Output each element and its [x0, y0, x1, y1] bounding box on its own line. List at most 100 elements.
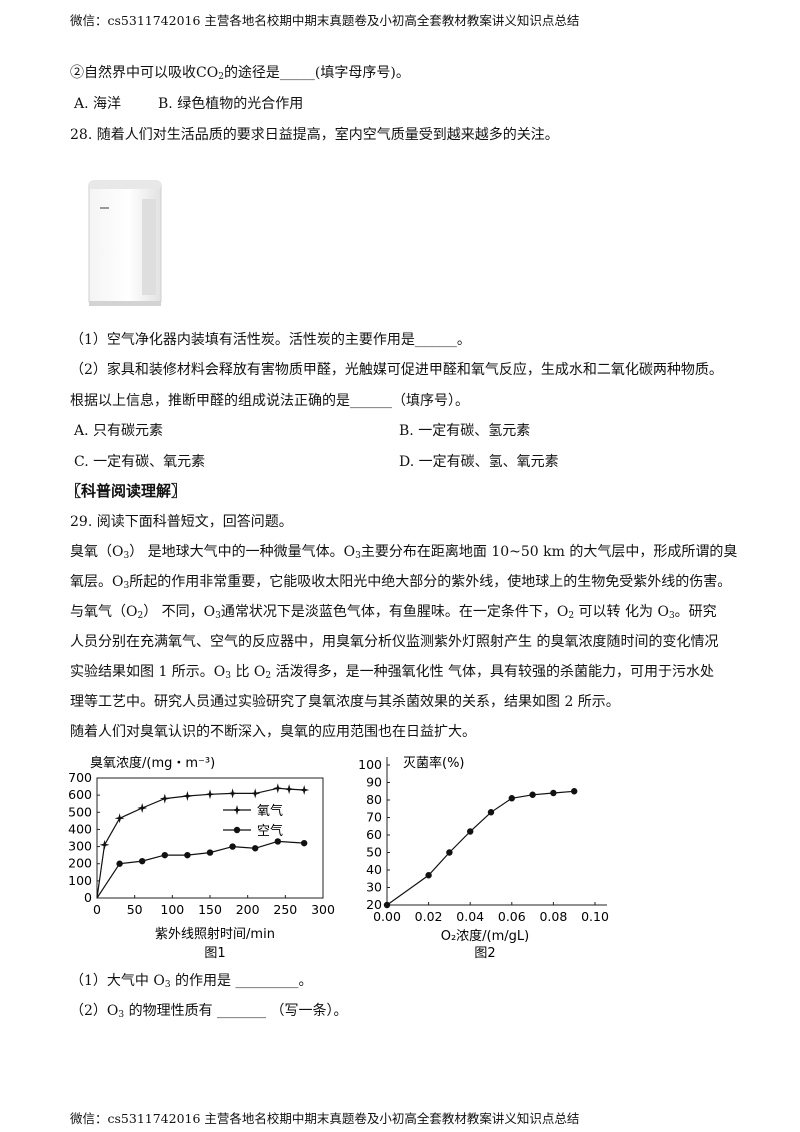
- y-tick-label: 600: [68, 787, 92, 802]
- y-tick-label: 70: [366, 810, 382, 825]
- x-tick-label: 150: [198, 902, 222, 917]
- page-header: 微信：cs5311742016 主营各地名校期中期末真题卷及小初高全套教材教案讲…: [70, 13, 580, 28]
- data-point: [550, 789, 557, 797]
- data-point: [529, 791, 536, 798]
- y-tick-label: 40: [366, 862, 382, 877]
- fig1-xlabel: 紫外线照射时间/min: [155, 926, 275, 942]
- section-title: 〖科普阅读理解〗: [66, 482, 187, 500]
- y-tick-label: 80: [366, 792, 382, 807]
- x-tick-label: 0: [93, 902, 101, 917]
- data-point: [571, 788, 578, 795]
- legend-marker: [233, 826, 241, 834]
- q28-stem: 28. 随着人们对生活品质的要求日益提高，室内空气质量受到越来越多的关注。: [70, 127, 559, 143]
- q29-text-line-7: 随着人们对臭氧认识的不断深入，臭氧的应用范围也在日益扩大。: [70, 724, 476, 740]
- q28-part2-question: 根据以上信息，推断甲醛的组成说法正确的是______（填序号）。: [70, 393, 469, 409]
- fig2-xlabel: O₂浓度/(m/gL): [441, 928, 530, 944]
- air-purifier-image: [88, 180, 162, 306]
- y-tick-label: 200: [68, 856, 92, 871]
- data-point: [182, 791, 193, 801]
- x-tick-label: 0.06: [498, 909, 526, 924]
- q28-part2: （2）家具和装修材料会释放有害物质甲醛，光触媒可促进甲醛和氧气反应，生成水和二氧…: [70, 362, 723, 378]
- data-point: [300, 839, 308, 847]
- data-point: [229, 843, 236, 850]
- data-point: [114, 813, 125, 824]
- data-point: [425, 872, 432, 879]
- data-point: [272, 783, 283, 794]
- x-tick-label: 0.00: [373, 909, 401, 924]
- q29-text-line-1: 臭氧（O3） 是地球大气中的一种微量气体。O3主要分布在距离地面 10~50 k…: [70, 544, 738, 561]
- q28-part1: （1）空气净化器内装填有活性炭。活性炭的主要作用是______。: [70, 332, 471, 348]
- fig2-ylabel: 灭菌率(%): [403, 755, 465, 771]
- q29-sub1: （1）大气中 O3 的作用是 _________。: [70, 973, 313, 990]
- x-tick-label: 250: [273, 902, 297, 917]
- q29-stem: 29. 阅读下面科普短文，回答问题。: [70, 514, 293, 530]
- page-footer: 微信：cs5311742016 主营各地名校期中期末真题卷及小初高全套教材教案讲…: [70, 1111, 580, 1126]
- q29-text-line-6: 理等工艺中。研究人员通过实验研究了臭氧浓度与其杀菌效果的关系，结果如图 2 所示…: [70, 694, 620, 710]
- data-point: [508, 795, 515, 802]
- data-point: [184, 851, 191, 859]
- data-point: [206, 849, 214, 856]
- data-point: [446, 849, 453, 856]
- x-tick-label: 300: [311, 902, 335, 917]
- y-tick-label: 50: [366, 845, 382, 860]
- series-line-1: [386, 790, 575, 906]
- x-tick-label: 200: [236, 902, 260, 917]
- legend-label-2: 空气: [257, 823, 283, 839]
- legend-label-1: 氧气: [257, 803, 283, 819]
- q27-option-b: B. 绿色植物的光合作用: [158, 96, 304, 112]
- data-point: [116, 860, 123, 867]
- fig2-caption: 图2: [474, 946, 495, 961]
- q29-text-line-2: 氧层。O3所起的作用非常重要，它能吸收太阳光中绝大部分的紫外线，使地球上的生物免…: [70, 574, 732, 591]
- x-tick-label: 0.02: [415, 909, 443, 924]
- series-line-2: [96, 840, 305, 899]
- q29-text-line-5: 实验结果如图 1 所示。O3 比 O2 活泼得多，是一种强氧化性 气体，具有较强…: [70, 664, 715, 681]
- y-tick-label: 100: [68, 873, 92, 888]
- data-point: [227, 788, 238, 799]
- q29-text-line-4: 人员分别在充满氧气、空气的反应器中，用臭氧分析仪监测紫外灯照射产生 的臭氧浓度随…: [70, 634, 719, 650]
- y-tick-label: 20: [366, 897, 382, 912]
- q27-option-a: A. 海洋: [74, 96, 122, 112]
- data-point: [467, 828, 474, 835]
- y-tick-label: 90: [366, 775, 382, 790]
- q29-text-line-3: 与氧气（O2） 不同，O3通常状况下是淡蓝色气体，有鱼腥味。在一定条件下，O2 …: [70, 604, 717, 621]
- y-tick-label: 60: [366, 827, 382, 842]
- x-tick-label: 0.04: [456, 909, 484, 924]
- x-tick-label: 0.08: [539, 909, 567, 924]
- q27-line: ②自然界中可以吸收CO2的途径是_____(填字母序号)。: [70, 65, 410, 82]
- x-tick-label: 100: [160, 902, 184, 917]
- data-point: [137, 803, 148, 813]
- figure-2-chart: 灭菌率(%) 20 30 40 50 60 70 80 90 100 0.00 0.02 0.04 0.…: [358, 755, 609, 961]
- legend-marker: [232, 805, 242, 815]
- q28-option-d: D. 一定有碳、氢、氧元素: [399, 454, 559, 470]
- x-tick-label: 0.10: [581, 909, 609, 924]
- x-tick-label: 50: [127, 902, 143, 917]
- fig2-plot-area: 20 30 40 50 60 70 80 90 100 0.00 0.02 0.04 0.06 0.08 0…: [358, 757, 609, 924]
- y-tick-label: 30: [366, 880, 382, 895]
- q28-option-b: B. 一定有碳、氢元素: [399, 423, 531, 439]
- data-point: [205, 789, 215, 800]
- q29-sub2: （2）O3 的物理性质有 _______ （写一条）。: [70, 1003, 348, 1020]
- fig1-ylabel: 臭氧浓度/(mg・m⁻³): [90, 755, 215, 771]
- data-point: [274, 838, 281, 845]
- y-tick-label: 300: [68, 839, 92, 854]
- data-point: [159, 793, 170, 804]
- q28-option-c: C. 一定有碳、氧元素: [74, 454, 206, 470]
- q28-option-a: A. 只有碳元素: [74, 423, 164, 439]
- data-point: [99, 839, 110, 850]
- y-tick-label: 400: [68, 821, 92, 836]
- data-point: [252, 845, 259, 852]
- data-point: [284, 784, 295, 795]
- data-point: [383, 901, 391, 909]
- y-tick-label: 0: [84, 890, 92, 905]
- fig1-caption: 图1: [204, 946, 225, 961]
- data-point: [139, 857, 146, 865]
- data-point: [299, 785, 310, 795]
- y-tick-label: 100: [358, 757, 382, 772]
- data-point: [161, 851, 168, 859]
- data-point: [250, 788, 261, 799]
- y-tick-label: 700: [68, 770, 92, 785]
- data-point: [487, 809, 495, 816]
- y-tick-label: 500: [68, 804, 92, 819]
